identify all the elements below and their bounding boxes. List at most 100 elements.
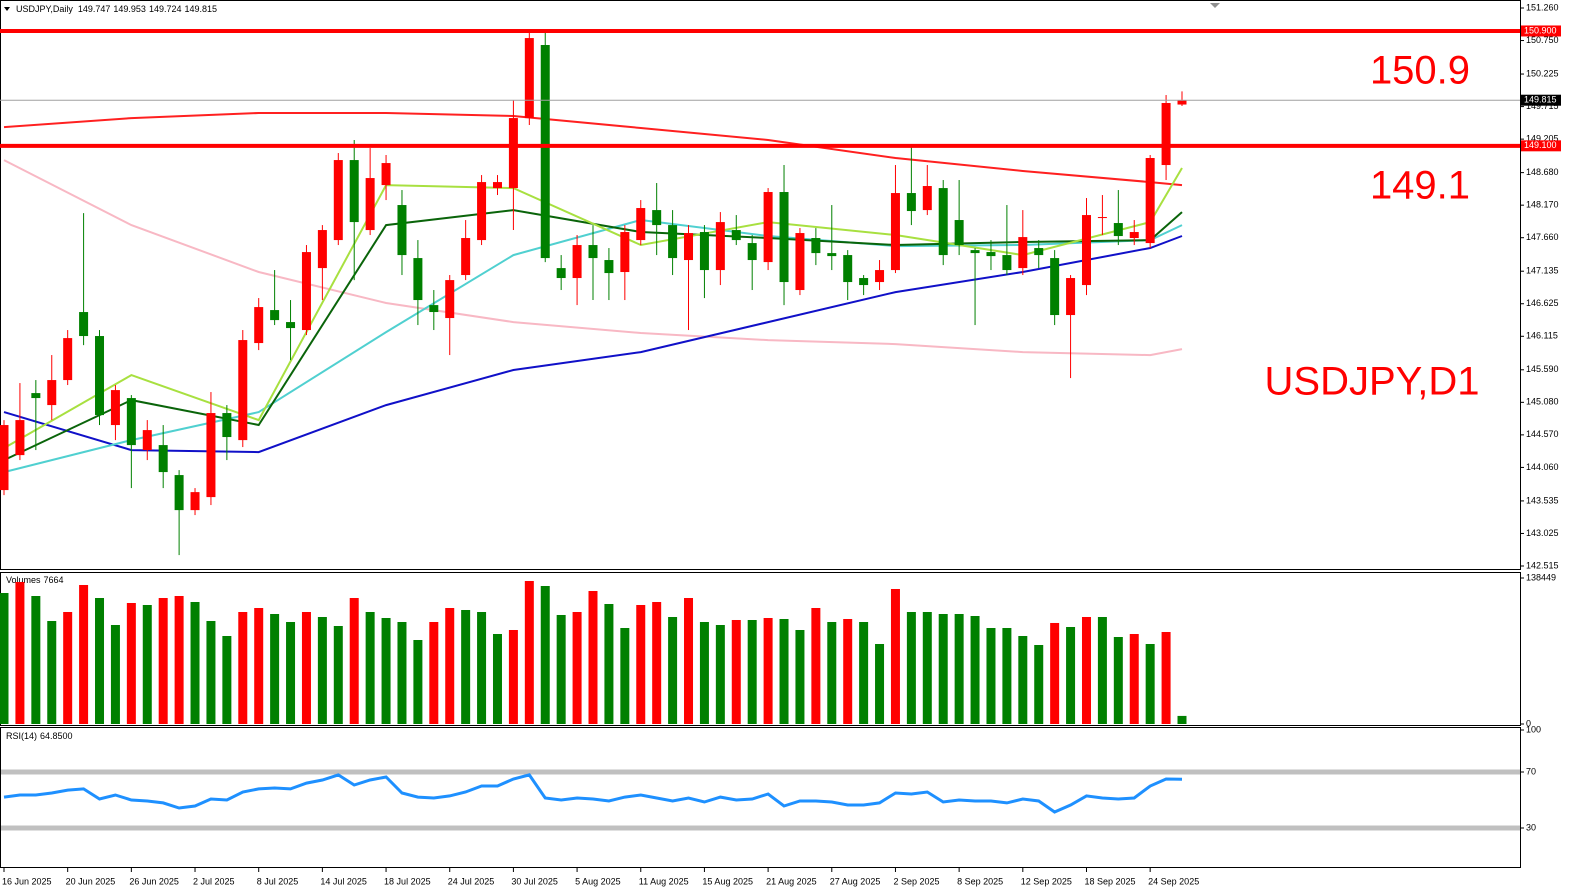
volume-bar — [1097, 616, 1107, 724]
candle-body — [890, 193, 900, 271]
chart-header: USDJPY,Daily 149.747 149.953 149.724 149.815 — [16, 4, 217, 14]
volume-bar — [110, 624, 120, 724]
volume-bar — [461, 609, 471, 724]
y-tick-label: 143.025 — [1526, 528, 1559, 538]
main-panel — [0, 0, 1521, 570]
x-tick-label: 2 Sep 2025 — [893, 876, 939, 886]
y-tick-label: 0 — [1526, 718, 1531, 728]
level-tag — [1521, 25, 1561, 37]
candle-body — [286, 322, 296, 329]
volume-bar — [508, 629, 518, 724]
y-tick-label: 150.225 — [1526, 68, 1559, 78]
volume-bar — [1034, 644, 1044, 724]
y-tick-label: 30 — [1526, 822, 1536, 832]
y-tick-label: 149.205 — [1526, 134, 1559, 144]
volume-bar — [477, 611, 487, 724]
volume-bar — [811, 607, 821, 724]
candle-body — [158, 445, 168, 473]
candle-body — [365, 178, 375, 231]
candle-body — [477, 182, 487, 241]
level-tag — [1521, 140, 1561, 152]
candle-body — [827, 253, 837, 257]
header-close: 149.815 — [185, 4, 218, 14]
volume-bar — [906, 611, 916, 724]
candle-body — [349, 160, 359, 223]
volume-bar — [1145, 643, 1155, 724]
moving-average — [3, 159, 1183, 357]
candle-body — [1129, 232, 1139, 239]
volume-bar — [95, 597, 105, 724]
volume-bar — [763, 617, 773, 724]
volume-bar — [270, 613, 280, 724]
volume-bar — [875, 643, 885, 724]
volume-bar — [1066, 626, 1076, 724]
candle-body — [126, 398, 136, 446]
y-tick-label: 100 — [1526, 724, 1541, 734]
volume-bar — [1161, 631, 1171, 724]
volume-bar — [1018, 635, 1028, 724]
y-tick-label: 145.080 — [1526, 397, 1559, 407]
candle-body — [301, 252, 311, 331]
candle-body — [986, 252, 996, 257]
candle-body — [79, 312, 89, 337]
volume-bar — [206, 620, 216, 724]
volume-bar — [222, 635, 232, 724]
candle-body — [1113, 223, 1123, 237]
candle-body — [1034, 248, 1044, 256]
volume-bar — [843, 618, 853, 724]
y-tick-label: 142.515 — [1526, 560, 1559, 570]
candle-body — [1097, 217, 1107, 219]
y-tick-label: 150.750 — [1526, 35, 1559, 45]
volume-bar — [126, 602, 136, 724]
y-tick-label: 151.260 — [1526, 2, 1559, 12]
volume-bar — [492, 633, 502, 724]
candle-body — [190, 492, 200, 511]
volume-bar — [938, 613, 948, 724]
candle-body — [1066, 278, 1076, 316]
rsi-current: 64.8500 — [40, 731, 73, 741]
volume-bar — [1177, 715, 1187, 724]
level-tag-label: 150.900 — [1524, 25, 1557, 35]
candle-body — [938, 188, 948, 256]
candle-body — [222, 413, 232, 438]
candle-body — [524, 38, 534, 119]
x-tick-label: 18 Jul 2025 — [384, 876, 431, 886]
volume-bar — [540, 585, 550, 724]
level-tag-label: 149.100 — [1524, 140, 1557, 150]
volume-bar — [652, 601, 662, 724]
candle-body — [875, 270, 885, 283]
volume-bar — [301, 611, 311, 724]
volume-bar — [79, 584, 89, 724]
candle-body — [843, 255, 853, 283]
volume-bar — [620, 627, 630, 724]
candle-body — [381, 163, 391, 186]
candle-body — [397, 205, 407, 256]
x-tick-label: 24 Jul 2025 — [448, 876, 495, 886]
candle-body — [795, 233, 805, 291]
candle-body — [95, 336, 105, 416]
volume-bar — [859, 621, 869, 724]
price-tag — [1521, 94, 1561, 106]
candle-body — [636, 208, 646, 241]
volume-bar — [684, 597, 694, 724]
candle-body — [333, 160, 343, 241]
candle-body — [445, 280, 455, 319]
candle-body — [540, 45, 550, 259]
volume-bar — [588, 590, 598, 724]
volume-bar — [429, 621, 439, 724]
volume-bar — [0, 592, 9, 724]
y-tick-label: 147.660 — [1526, 232, 1559, 242]
volume-bar — [890, 588, 900, 724]
volume-bar — [747, 619, 757, 724]
candle-body — [779, 192, 789, 283]
candle-body — [556, 268, 566, 279]
candle-body — [15, 420, 25, 456]
candle-body — [142, 430, 152, 451]
candle-body — [588, 245, 598, 259]
volume-bar — [715, 624, 725, 724]
x-tick-label: 27 Aug 2025 — [830, 876, 881, 886]
candle-body — [747, 243, 757, 261]
volume-bar — [827, 621, 837, 724]
